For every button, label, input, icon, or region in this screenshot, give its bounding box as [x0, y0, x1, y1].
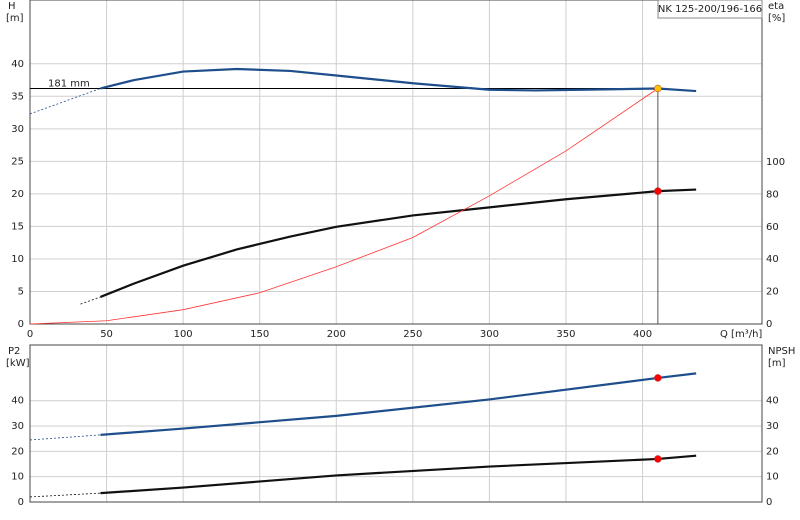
- chart-title: NK 125-200/196-166: [658, 4, 762, 15]
- curve: [29, 88, 659, 325]
- y-tick-label: 40: [11, 59, 24, 70]
- plot-frame: [29, 0, 763, 325]
- y-tick-label: 20: [11, 189, 24, 200]
- x-tick-label: 250: [403, 329, 422, 340]
- y2-tick-label: 30: [766, 421, 779, 432]
- y-tick-label: 10: [11, 472, 24, 483]
- x-axis-label: Q [m³/h]: [720, 329, 762, 340]
- operating-point: [654, 455, 662, 463]
- y-tick-label: 40: [11, 396, 24, 407]
- y-tick-label: 10: [11, 254, 24, 265]
- y2-tick-label: 0: [766, 319, 772, 330]
- x-tick-label: 400: [633, 329, 652, 340]
- y2-tick-label: 0: [766, 497, 772, 508]
- y2-axis-unit: [m]: [768, 358, 786, 369]
- y-tick-label: 0: [18, 497, 24, 508]
- plot-frame: [29, 344, 763, 503]
- y2-axis-unit: [%]: [768, 13, 785, 24]
- x-tick-label: 50: [100, 329, 113, 340]
- y2-tick-label: 40: [766, 396, 779, 407]
- curve: [100, 67, 697, 93]
- y2-axis-label: eta: [768, 1, 784, 12]
- reference-label: 181 mm: [48, 78, 90, 89]
- extrapolated-curve: [80, 296, 101, 305]
- x-tick-label: 300: [480, 329, 499, 340]
- curve: [100, 454, 697, 495]
- x-tick-label: 100: [174, 329, 193, 340]
- y-axis-label: H: [8, 1, 16, 12]
- y-tick-label: 35: [11, 91, 24, 102]
- x-tick-label: 200: [327, 329, 346, 340]
- y-axis-label: P2: [8, 346, 20, 357]
- y-tick-label: 15: [11, 221, 24, 232]
- y2-axis-label: NPSH: [768, 346, 795, 357]
- extrapolated-curve: [29, 88, 101, 115]
- x-tick-label: 0: [27, 329, 33, 340]
- y-axis-unit: [m]: [6, 13, 24, 24]
- y2-tick-label: 100: [766, 157, 785, 168]
- y-tick-label: 30: [11, 124, 24, 135]
- curve: [100, 372, 697, 436]
- operating-point: [654, 374, 662, 382]
- y2-tick-label: 20: [766, 287, 779, 298]
- operating-point: [654, 84, 662, 93]
- y2-tick-label: 60: [766, 222, 779, 233]
- y2-tick-label: 10: [766, 472, 779, 483]
- y2-tick-label: 40: [766, 254, 779, 265]
- curve: [100, 188, 697, 298]
- y-tick-label: 25: [11, 156, 24, 167]
- operating-point: [654, 187, 662, 195]
- extrapolated-curve: [29, 434, 101, 441]
- x-tick-label: 350: [556, 329, 575, 340]
- y-axis-unit: [kW]: [6, 358, 30, 369]
- x-tick-label: 150: [250, 329, 269, 340]
- title-box: [657, 0, 763, 19]
- y-tick-label: 0: [18, 319, 24, 330]
- y-tick-label: 30: [11, 421, 24, 432]
- y2-tick-label: 20: [766, 446, 779, 457]
- y2-tick-label: 80: [766, 189, 779, 200]
- y-tick-label: 20: [11, 446, 24, 457]
- y-tick-label: 5: [18, 286, 24, 297]
- extrapolated-curve: [29, 492, 101, 498]
